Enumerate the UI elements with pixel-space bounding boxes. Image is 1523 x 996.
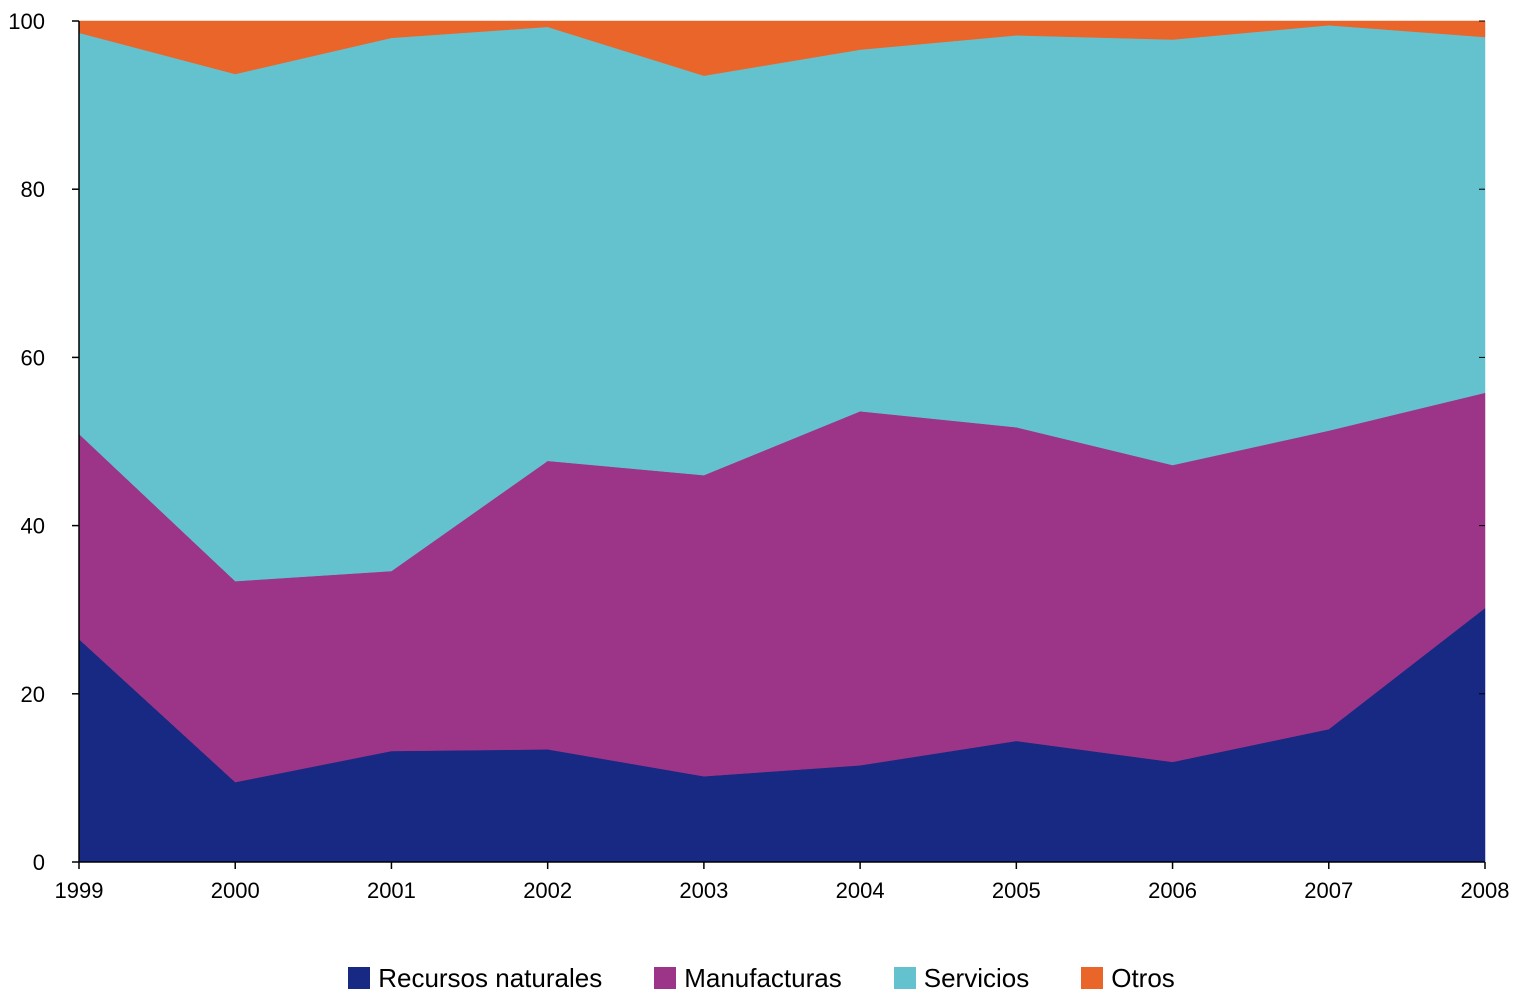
y-tick-label: 100	[8, 9, 45, 34]
x-tick-label: 2001	[367, 878, 416, 903]
area-otros	[78, 20, 1486, 76]
x-tick-label: 2007	[1304, 878, 1353, 903]
legend-item: Recursos naturales	[348, 963, 602, 994]
y-tick-label: 40	[21, 514, 45, 539]
area-series-group	[78, 20, 1486, 863]
y-tick-label: 80	[21, 177, 45, 202]
legend-item: Otros	[1081, 963, 1175, 994]
legend-label: Manufacturas	[684, 962, 842, 993]
y-tick-label: 20	[21, 682, 45, 707]
legend-item: Servicios	[893, 962, 1030, 994]
legend-label: Recursos naturales	[378, 962, 603, 993]
legend-swatch	[1081, 967, 1104, 989]
x-tick-label: 1999	[55, 878, 104, 903]
legend-label: Servicios	[923, 962, 1030, 993]
tick-labels-group: 0 20 40 60 80 100 1999 2000 2001 2002 2003 2004 2005…	[8, 9, 1509, 903]
axes-group	[72, 20, 1486, 869]
legend-swatch	[348, 967, 371, 989]
x-tick-label: 2003	[679, 878, 728, 903]
legend-label: Otros	[1111, 962, 1175, 993]
legend-swatch	[654, 967, 677, 989]
legend-swatch	[893, 967, 916, 989]
y-tick-label: 0	[33, 850, 45, 875]
y-tick-label: 60	[21, 345, 45, 370]
x-tick-label: 2000	[211, 878, 260, 903]
x-tick-label: 2006	[1148, 878, 1197, 903]
x-tick-label: 2008	[1461, 878, 1510, 903]
stacked-area-chart: 0 20 40 60 80 100 1999 2000 2001 2002 2003 2004 2005…	[8, 9, 1509, 903]
x-tick-label: 2005	[992, 878, 1041, 903]
legend-item: Manufacturas	[654, 963, 842, 994]
x-tick-label: 2002	[523, 878, 572, 903]
x-tick-label: 2004	[836, 878, 885, 903]
legend: Recursos naturales Manufacturas Servicios O…	[0, 960, 1523, 996]
